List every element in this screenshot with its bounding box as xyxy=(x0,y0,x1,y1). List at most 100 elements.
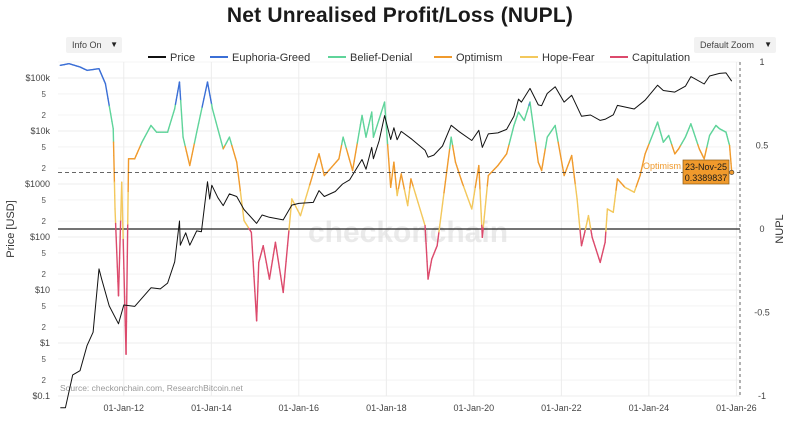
nupl-segment-capitulation xyxy=(115,237,118,254)
annotation-value: 0.3389837 xyxy=(685,173,728,183)
nupl-segment-capitulation xyxy=(579,229,582,239)
y-left-tick-label: 2 xyxy=(42,323,47,332)
nupl-segment-optimism xyxy=(186,155,190,162)
nupl-segment-optimism xyxy=(541,158,545,166)
nupl-segment-optimism xyxy=(505,148,509,155)
nupl-segment-hope-fear xyxy=(578,221,581,231)
nupl-segment-hope-fear xyxy=(482,216,486,228)
nupl-segment-belief-denial xyxy=(342,136,346,144)
nupl-segment-capitulation xyxy=(116,251,119,268)
nupl-segment-euphoria-greed xyxy=(107,98,111,107)
x-tick-label: 01-Jan-14 xyxy=(191,403,232,413)
nupl-segment-belief-denial xyxy=(376,118,380,127)
nupl-segment-belief-denial xyxy=(108,105,112,115)
zoom-dropdown[interactable]: Default Zoom ▼ xyxy=(694,37,776,53)
nupl-segment-hope-fear xyxy=(576,198,579,208)
info-dropdown-label: Info On xyxy=(72,40,102,50)
nupl-segment-belief-denial xyxy=(652,126,657,134)
nupl-segment-belief-denial xyxy=(510,129,514,136)
nupl-segment-belief-denial xyxy=(215,121,219,130)
zoom-dropdown-label: Default Zoom xyxy=(700,40,755,50)
nupl-segment-belief-denial xyxy=(182,136,185,143)
nupl-segment-belief-denial xyxy=(217,128,221,137)
y-right-axis-title: NUPL xyxy=(774,214,786,243)
nupl-segment-capitulation xyxy=(285,244,289,262)
y-right-tick-label: -0.5 xyxy=(754,308,770,318)
x-tick-label: 01-Jan-18 xyxy=(366,403,407,413)
nupl-segment-optimism xyxy=(446,158,449,172)
nupl-segment-hope-fear xyxy=(408,191,411,198)
nupl-segment-hope-fear xyxy=(242,210,245,222)
nupl-segment-capitulation xyxy=(118,257,121,278)
nupl-segment-belief-denial xyxy=(196,123,200,133)
y-left-tick-label: 2 xyxy=(42,270,47,279)
legend-label-price: Price xyxy=(170,52,195,64)
y-left-tick-label: $100k xyxy=(25,73,50,83)
nupl-segment-belief-denial xyxy=(356,133,360,144)
nupl-segment-optimism xyxy=(192,142,196,150)
nupl-segment-belief-denial xyxy=(228,136,232,143)
y-left-tick-label: 2 xyxy=(42,376,47,385)
nupl-segment-euphoria-greed xyxy=(208,90,211,97)
nupl-segment-hope-fear xyxy=(419,209,424,219)
nupl-segment-optimism xyxy=(392,165,395,172)
nupl-segment-belief-denial xyxy=(193,137,197,144)
nupl-segment-optimism xyxy=(391,174,393,180)
nupl-segment-optimism xyxy=(534,141,538,153)
nupl-segment-capitulation xyxy=(437,231,440,240)
nupl-segment-optimism xyxy=(453,153,456,159)
nupl-segment-hope-fear xyxy=(119,200,122,221)
nupl-segment-capitulation xyxy=(119,219,122,240)
nupl-segment-capitulation xyxy=(253,275,256,293)
nupl-segment-capitulation xyxy=(252,261,255,278)
nupl-segment-euphoria-greed xyxy=(207,85,210,92)
nupl-segment-optimism xyxy=(452,148,455,155)
nupl-segment-optimism xyxy=(400,173,403,180)
nupl-segment-hope-fear xyxy=(299,204,305,217)
nupl-segment-hope-fear xyxy=(464,190,468,197)
nupl-segment-optimism xyxy=(402,183,406,191)
nupl-segment-belief-denial xyxy=(197,114,202,125)
nupl-segment-optimism xyxy=(474,179,478,188)
nupl-segment-belief-denial xyxy=(512,124,515,131)
nupl-segment-belief-denial xyxy=(450,136,453,143)
nupl-segment-optimism xyxy=(353,151,357,163)
nupl-segment-capitulation xyxy=(114,222,117,239)
nupl-segment-hope-fear xyxy=(440,203,444,212)
nupl-segment-capitulation xyxy=(123,296,127,327)
nupl-segment-optimism xyxy=(571,162,575,171)
x-tick-label: 01-Jan-16 xyxy=(279,403,320,413)
nupl-segment-optimism xyxy=(475,172,479,181)
nupl-series xyxy=(59,62,733,355)
chart-title: Net Unrealised Profit/Loss (NUPL) xyxy=(226,4,574,27)
y-left-tick-label: 2 xyxy=(42,111,47,120)
nupl-segment-optimism xyxy=(507,143,510,150)
nupl-segment-capitulation xyxy=(286,229,290,247)
y-right-tick-label: -1 xyxy=(758,391,766,401)
nupl-segment-hope-fear xyxy=(612,206,615,214)
nupl-segment-capitulation xyxy=(277,258,281,269)
nupl-segment-euphoria-greed xyxy=(174,99,177,106)
nupl-segment-hope-fear xyxy=(441,192,445,205)
nupl-segment-capitulation xyxy=(265,261,269,269)
nupl-segment-hope-fear xyxy=(412,185,417,196)
nupl-segment-belief-denial xyxy=(690,123,693,129)
nupl-segment-hope-fear xyxy=(421,217,426,227)
nupl-segment-optimism xyxy=(191,148,194,156)
nupl-segment-capitulation xyxy=(264,256,268,264)
y-right-tick-label: 0.5 xyxy=(756,141,769,151)
info-dropdown[interactable]: Info On ▼ xyxy=(66,37,122,53)
nupl-segment-hope-fear xyxy=(302,194,308,207)
nupl-segment-belief-denial xyxy=(378,113,382,121)
nupl-segment-belief-denial xyxy=(451,140,454,147)
nupl-segment-capitulation xyxy=(270,260,274,268)
nupl-segment-euphoria-greed xyxy=(179,90,182,102)
nupl-segment-optimism xyxy=(185,150,189,157)
nupl-segment-optimism xyxy=(560,158,564,168)
nupl-segment-capitulation xyxy=(266,267,270,275)
chevron-down-icon: ▼ xyxy=(764,40,772,49)
nupl-segment-capitulation xyxy=(116,266,119,283)
chevron-down-icon: ▼ xyxy=(110,40,118,49)
nupl-segment-optimism xyxy=(348,158,352,166)
